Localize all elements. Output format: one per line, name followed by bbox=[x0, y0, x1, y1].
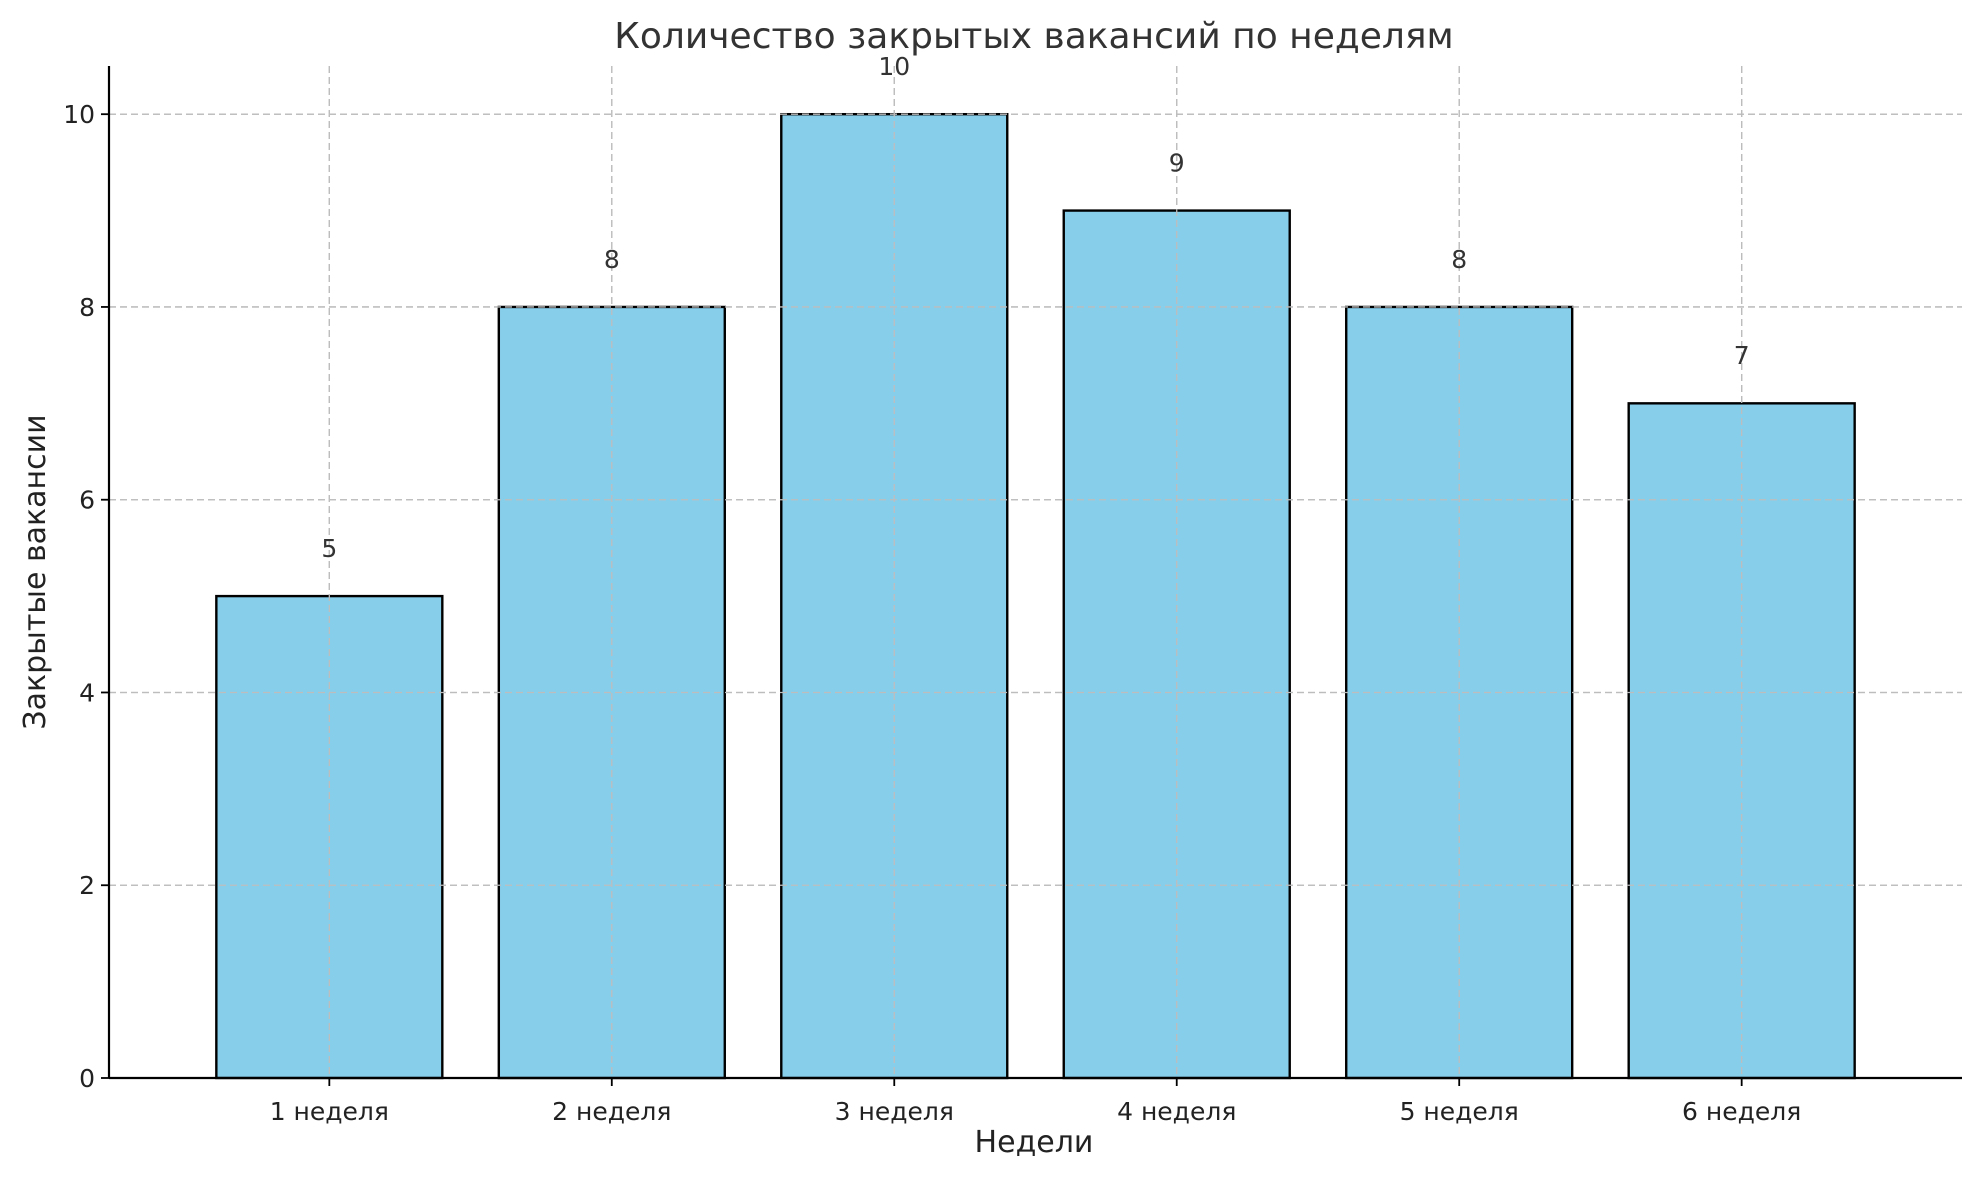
y-tick-label: 6 bbox=[79, 486, 95, 515]
bar-value-label: 8 bbox=[1451, 245, 1467, 274]
bars bbox=[109, 66, 1962, 1080]
chart-title: Количество закрытых вакансий по неделям bbox=[614, 16, 1453, 57]
bar-value-label: 8 bbox=[604, 245, 620, 274]
y-tick-label: 4 bbox=[79, 678, 95, 707]
ticks: 0 2 4 6 8 10 1 неделя 2 неделя 3 неделя 4 неделя 5… bbox=[63, 100, 1801, 1126]
x-axis-label: Недели bbox=[975, 1125, 1094, 1160]
x-tick-label: 3 неделя bbox=[835, 1097, 954, 1126]
data-labels: 5 8 10 9 8 7 bbox=[321, 52, 1749, 563]
y-tick-label: 10 bbox=[63, 100, 95, 129]
axes bbox=[107, 66, 1962, 1080]
bar-value-label: 7 bbox=[1734, 341, 1750, 370]
x-tick-label: 1 неделя bbox=[270, 1097, 389, 1126]
x-tick-label: 5 неделя bbox=[1400, 1097, 1519, 1126]
y-tick-label: 2 bbox=[79, 871, 95, 900]
bar-value-label: 5 bbox=[321, 534, 337, 563]
bar-value-label: 10 bbox=[878, 52, 910, 81]
x-tick-label: 4 неделя bbox=[1117, 1097, 1236, 1126]
x-tick-label: 6 неделя bbox=[1682, 1097, 1801, 1126]
x-tick-label: 2 неделя bbox=[552, 1097, 671, 1126]
y-tick-label: 0 bbox=[79, 1064, 95, 1093]
bar-value-label: 9 bbox=[1169, 148, 1185, 177]
y-tick-label: 8 bbox=[79, 293, 95, 322]
y-axis-label: Закрытые вакансии bbox=[18, 414, 53, 729]
